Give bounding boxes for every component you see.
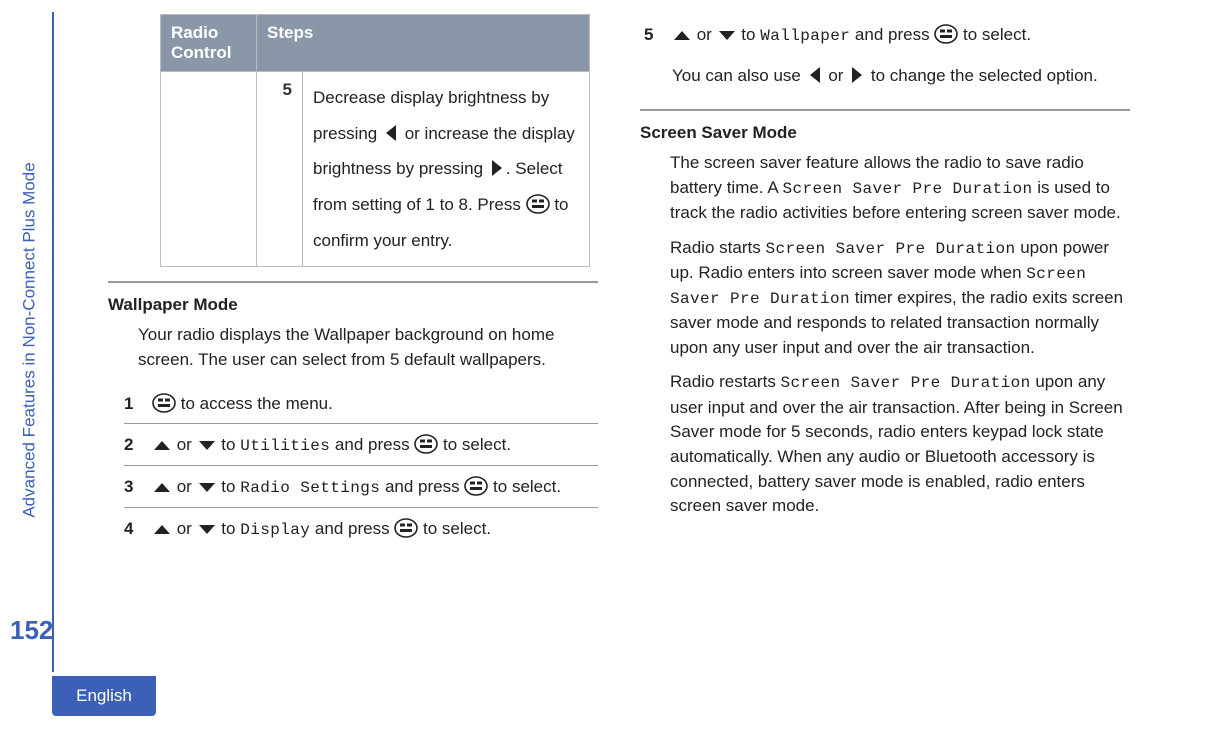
step-1: 1 to access the menu. [124, 383, 598, 423]
up-arrow-icon [152, 478, 172, 496]
section-divider [108, 281, 598, 283]
table-header-radio: Radio Control [161, 15, 257, 72]
wallpaper-heading: Wallpaper Mode [108, 295, 598, 315]
rail-rule [52, 12, 54, 672]
ok-button-icon [934, 24, 958, 44]
table-cell-radio [161, 72, 257, 267]
screensaver-p3: Radio restarts Screen Saver Pre Duration… [670, 370, 1130, 518]
left-arrow-icon [382, 123, 400, 143]
down-arrow-icon [197, 436, 217, 454]
wallpaper-steps-continued: 5 or to Wallpaper and press to select. Y… [644, 14, 1130, 95]
step-5: 5 or to Wallpaper and press to select. Y… [644, 14, 1130, 95]
ok-button-icon [152, 393, 176, 413]
table-header-steps: Steps [257, 15, 590, 72]
menu-display: Display [240, 521, 310, 539]
language-tab: English [52, 676, 156, 716]
down-arrow-icon [197, 520, 217, 538]
wallpaper-intro: Your radio displays the Wallpaper backgr… [138, 323, 598, 372]
table-cell-stepnum: 5 [257, 72, 303, 267]
wallpaper-steps: 1 to access the menu. 2 or to Utilities … [124, 383, 598, 549]
right-arrow-icon [488, 158, 506, 178]
screensaver-heading: Screen Saver Mode [640, 123, 1130, 143]
radio-control-table: Radio Control Steps 5 Decrease display b… [160, 14, 590, 267]
right-column: 5 or to Wallpaper and press to select. Y… [640, 14, 1130, 529]
left-arrow-icon [806, 65, 824, 85]
ok-button-icon [414, 434, 438, 454]
ok-button-icon [526, 194, 550, 214]
table-cell-steptext: Decrease display brightness by pressing … [303, 72, 590, 267]
ok-button-icon [464, 476, 488, 496]
menu-ss-pre-duration: Screen Saver Pre Duration [782, 180, 1032, 198]
up-arrow-icon [152, 520, 172, 538]
page: Advanced Features in Non-Connect Plus Mo… [0, 0, 1206, 751]
down-arrow-icon [717, 26, 737, 44]
left-column: Radio Control Steps 5 Decrease display b… [108, 14, 598, 548]
menu-wallpaper: Wallpaper [760, 27, 850, 45]
section-title: Advanced Features in Non-Connect Plus Mo… [20, 162, 40, 517]
table-row: 5 Decrease display brightness by pressin… [161, 72, 590, 267]
screensaver-p2: Radio starts Screen Saver Pre Duration u… [670, 236, 1130, 361]
ok-button-icon [394, 518, 418, 538]
menu-utilities: Utilities [240, 437, 330, 455]
screensaver-p1: The screen saver feature allows the radi… [670, 151, 1130, 225]
page-number: 152 [10, 615, 53, 646]
step-2: 2 or to Utilities and press to select. [124, 423, 598, 465]
step-3: 3 or to Radio Settings and press to sele… [124, 465, 598, 507]
down-arrow-icon [197, 478, 217, 496]
up-arrow-icon [152, 436, 172, 454]
menu-radio-settings: Radio Settings [240, 479, 380, 497]
section-divider [640, 109, 1130, 111]
right-arrow-icon [848, 65, 866, 85]
section-rail: Advanced Features in Non-Connect Plus Mo… [20, 110, 40, 570]
step-4: 4 or to Display and press to select. [124, 507, 598, 549]
up-arrow-icon [672, 26, 692, 44]
